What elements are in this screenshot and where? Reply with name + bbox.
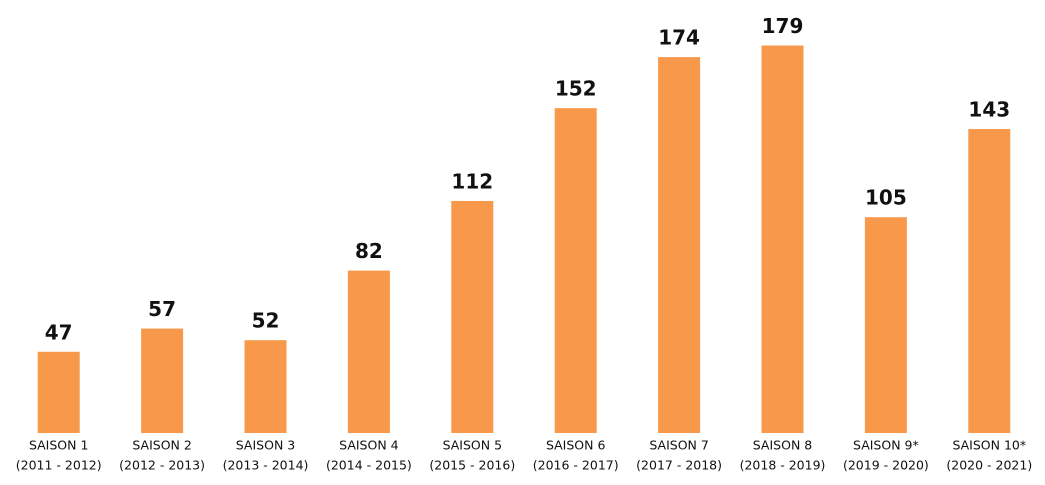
x-tick-label: SAISON 8 (753, 438, 813, 453)
value-label: 57 (148, 297, 176, 321)
value-label: 174 (658, 26, 700, 50)
bar (451, 200, 494, 433)
value-label: 47 (45, 320, 73, 344)
x-tick-label: (2019 - 2020) (843, 458, 929, 473)
x-tick-label: (2011 - 2012) (16, 458, 102, 473)
x-tick-label: SAISON 6 (546, 438, 606, 453)
x-tick-label: (2020 - 2021) (946, 458, 1032, 473)
bar (347, 270, 390, 433)
x-tick-label: (2012 - 2013) (119, 458, 205, 473)
bar (244, 340, 287, 433)
x-tick-label: (2016 - 2017) (533, 458, 619, 473)
value-label: 82 (355, 239, 383, 263)
value-label: 152 (555, 77, 597, 101)
bar (37, 351, 80, 433)
value-label: 112 (451, 169, 493, 193)
x-tick-label: SAISON 10* (952, 438, 1026, 453)
bar (864, 217, 907, 433)
x-tick-label: SAISON 4 (339, 438, 399, 453)
x-tick-label: SAISON 2 (132, 438, 191, 453)
x-tick-label: SAISON 1 (29, 438, 88, 453)
x-tick-label: SAISON 9* (853, 438, 919, 453)
x-tick-label: (2013 - 2014) (223, 458, 309, 473)
x-tick-label: SAISON 3 (236, 438, 295, 453)
value-label: 143 (968, 98, 1010, 122)
bar (141, 328, 184, 433)
x-tick-label: (2014 - 2015) (326, 458, 412, 473)
bar (658, 57, 701, 433)
bar (554, 108, 597, 433)
x-tick-label: SAISON 5 (443, 438, 502, 453)
x-tick-label: (2017 - 2018) (636, 458, 722, 473)
bar (968, 129, 1011, 433)
x-tick-label: SAISON 7 (649, 438, 708, 453)
x-tick-label: (2015 - 2016) (429, 458, 515, 473)
value-label: 179 (762, 14, 804, 38)
x-tick-label: (2018 - 2019) (740, 458, 826, 473)
bar (761, 45, 804, 434)
value-label: 105 (865, 186, 907, 210)
value-label: 52 (252, 309, 280, 333)
